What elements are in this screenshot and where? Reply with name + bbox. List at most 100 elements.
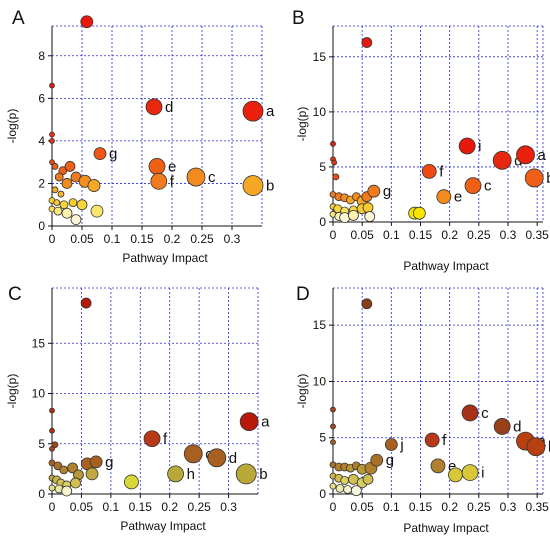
pathway-point-b — [524, 168, 544, 188]
pathway-point — [412, 206, 426, 220]
pathway-point — [330, 423, 336, 430]
x-tick-label: 0.25 — [467, 500, 491, 514]
point-annotation: f — [439, 163, 444, 180]
pathway-point-e — [430, 458, 446, 474]
x-tick-label: 0.05 — [70, 232, 94, 246]
x-tick-label: 0.35 — [525, 500, 549, 514]
pathway-point — [85, 467, 99, 481]
point-annotation: c — [481, 405, 489, 422]
pathway-point — [49, 159, 55, 166]
x-tick-label: 0.25 — [187, 500, 211, 514]
y-tick-label: 5 — [319, 160, 326, 174]
pathway-point — [361, 298, 373, 310]
pathway-point — [340, 476, 350, 485]
pathway-point-f — [143, 430, 161, 448]
pathway-point — [51, 186, 59, 194]
x-tick-label: 0 — [49, 500, 56, 514]
x-tick-label: 0.3 — [224, 232, 241, 246]
pathway-point — [87, 179, 101, 192]
x-axis-label: Pathway Impact — [403, 259, 489, 273]
pathway-point-h — [448, 467, 463, 483]
panel-a: 0 0.05 0.1 0.15 0.2 0.25 0.3 0 2 4 6 8 Pathway Impac… — [5, 8, 275, 265]
pathway-point — [67, 462, 78, 474]
pathway-point — [61, 207, 73, 219]
y-tick-label: 10 — [313, 374, 327, 388]
pathway-point-a — [239, 412, 259, 432]
pathway-point — [70, 214, 82, 226]
pathway-point-g — [370, 453, 384, 467]
y-axis-label: -log(p) — [5, 109, 19, 144]
pathway-point-i — [461, 464, 479, 482]
panel-label: C — [8, 284, 22, 305]
pathway-point-f — [150, 172, 168, 190]
pathway-point — [54, 172, 64, 182]
pathway-point-g — [93, 147, 107, 161]
pathway-point — [59, 200, 69, 210]
point-annotation: d — [165, 99, 173, 116]
y-tick-label: 4 — [38, 134, 45, 148]
pathway-point-c — [183, 444, 203, 464]
pathway-point — [339, 212, 351, 223]
point-annotation: b — [548, 439, 550, 456]
x-tick-label: 0.15 — [130, 232, 154, 246]
x-tick-label: 0.35 — [525, 228, 549, 242]
pathway-point — [49, 427, 55, 434]
x-tick-label: 0.05 — [350, 500, 374, 514]
pathway-point-c — [464, 177, 482, 195]
point-annotation: d — [229, 450, 237, 467]
point-annotation: b — [266, 178, 274, 195]
point-annotation: g — [383, 183, 391, 200]
y-tick-label: 15 — [313, 318, 327, 332]
y-tick-label: 0 — [38, 219, 45, 233]
pathway-point — [49, 137, 55, 144]
point-annotation: g — [386, 452, 394, 469]
pathway-point — [80, 15, 94, 29]
point-annotation: e — [168, 158, 176, 175]
y-tick-label: 5 — [319, 431, 326, 445]
pathway-point — [68, 198, 78, 207]
x-tick-label: 0.1 — [103, 500, 120, 514]
pathway-point — [53, 206, 63, 216]
pathway-point-a — [242, 100, 264, 122]
point-annotation: e — [454, 189, 462, 206]
panel-label: A — [12, 8, 25, 29]
point-annotation: c — [484, 178, 492, 195]
point-annotation: b — [546, 170, 550, 187]
x-tick-label: 0.1 — [383, 228, 400, 242]
x-axis-label: Pathway Impact — [403, 521, 489, 535]
pathway-point — [361, 37, 373, 48]
pathway-point — [350, 485, 362, 497]
point-annotation: a — [266, 103, 275, 120]
x-tick-label: 0.2 — [441, 228, 458, 242]
point-annotation: f — [163, 431, 168, 448]
x-tick-label: 0 — [330, 500, 337, 514]
point-annotation: b — [259, 466, 267, 483]
y-axis-label: -log(p) — [5, 374, 19, 409]
x-tick-label: 0.3 — [500, 500, 517, 514]
x-tick-label: 0.05 — [70, 500, 94, 514]
pathway-point — [362, 473, 374, 485]
x-axis-label: Pathway Impact — [122, 251, 208, 265]
x-axis-label: Pathway Impact — [120, 519, 206, 533]
x-tick-label: 0.15 — [409, 500, 433, 514]
pathway-point — [348, 209, 359, 221]
x-tick-label: 0.3 — [220, 500, 237, 514]
pathway-point — [80, 297, 92, 309]
pathway-point-e — [148, 158, 166, 175]
pathway-point-b — [242, 175, 264, 196]
panel-label: D — [296, 284, 310, 305]
pathway-point — [61, 485, 73, 497]
pathway-point-d — [493, 418, 511, 435]
pathway-point-h — [167, 465, 185, 483]
pathway-point — [76, 199, 88, 211]
x-tick-label: 0.2 — [441, 500, 458, 514]
y-tick-label: 15 — [32, 336, 46, 350]
pathway-point — [59, 465, 69, 475]
point-annotation: d — [513, 418, 521, 435]
x-tick-label: 0.15 — [129, 500, 153, 514]
y-tick-label: 2 — [38, 176, 45, 190]
point-annotation: g — [105, 454, 113, 471]
pathway-point — [332, 173, 340, 181]
panel-d: 0 0.05 0.1 0.15 0.2 0.25 0.3 0.35 0 5 10 15 Pathway … — [295, 284, 550, 535]
pathway-point-g — [367, 184, 381, 198]
